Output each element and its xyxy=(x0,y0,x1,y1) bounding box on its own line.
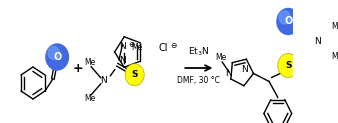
Text: Cl: Cl xyxy=(159,43,168,53)
Text: O: O xyxy=(53,52,61,62)
Circle shape xyxy=(46,44,69,70)
Text: Me: Me xyxy=(215,53,226,62)
Text: N: N xyxy=(241,65,248,74)
Circle shape xyxy=(279,11,290,24)
Text: Me: Me xyxy=(84,94,95,103)
Text: Me: Me xyxy=(331,52,338,61)
Text: N: N xyxy=(119,42,126,51)
Text: Me: Me xyxy=(131,43,142,52)
Text: Et$_3$N: Et$_3$N xyxy=(188,46,210,58)
Text: S: S xyxy=(131,70,138,79)
Text: N: N xyxy=(119,56,126,65)
Text: ⊕: ⊕ xyxy=(128,40,135,49)
Text: N: N xyxy=(100,76,107,85)
Text: O: O xyxy=(284,16,292,26)
Text: DMF, 30 °C: DMF, 30 °C xyxy=(177,76,220,85)
Text: S: S xyxy=(285,61,291,70)
Text: N: N xyxy=(314,37,321,46)
Circle shape xyxy=(278,54,299,77)
Text: N: N xyxy=(225,69,232,78)
Text: ⊖: ⊖ xyxy=(170,40,176,49)
Text: Me: Me xyxy=(331,22,338,31)
Circle shape xyxy=(125,64,144,86)
Text: Me: Me xyxy=(84,58,95,67)
Text: +: + xyxy=(73,62,83,75)
Circle shape xyxy=(277,8,299,34)
Circle shape xyxy=(48,46,59,60)
